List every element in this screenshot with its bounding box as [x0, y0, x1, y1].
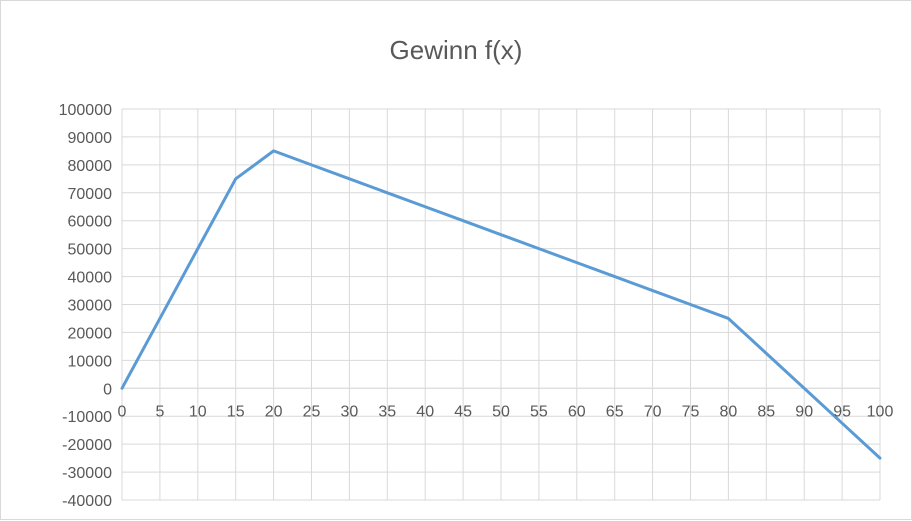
y-tick-label: 90000: [68, 130, 113, 147]
x-tick-label: 95: [833, 403, 851, 420]
y-tick-label: 30000: [68, 298, 113, 315]
y-tick-label: 80000: [68, 158, 113, 175]
y-tick-label: -20000: [62, 437, 112, 454]
chart-title: Gewinn f(x): [389, 35, 523, 65]
series-layer: [120, 149, 882, 460]
x-tick-label: 55: [530, 403, 548, 420]
x-tick-label: 75: [682, 403, 700, 420]
y-tick-label: -40000: [62, 493, 112, 510]
x-tick-label: 20: [265, 403, 283, 420]
x-tick-label: 0: [118, 403, 127, 420]
x-tick-label: 15: [227, 403, 245, 420]
y-tick-label: -10000: [62, 409, 112, 426]
grid: [121, 108, 881, 501]
x-tick-label: 100: [867, 403, 894, 420]
y-tick-label: -30000: [62, 465, 112, 482]
y-tick-label: 0: [103, 381, 112, 398]
x-tick-label: 45: [454, 403, 472, 420]
y-tick-label: 50000: [68, 242, 113, 259]
series-line: [120, 149, 882, 460]
x-tick-label: 10: [189, 403, 207, 420]
y-tick-label: 70000: [68, 186, 113, 203]
x-tick-label: 90: [795, 403, 813, 420]
x-tick-label: 65: [606, 403, 624, 420]
x-tick-label: 35: [378, 403, 396, 420]
x-tick-label: 85: [757, 403, 775, 420]
x-tick-label: 40: [416, 403, 434, 420]
tick-labels: 1000009000080000700006000050000400003000…: [59, 102, 894, 510]
x-tick-label: 5: [155, 403, 164, 420]
y-tick-label: 20000: [68, 325, 113, 342]
x-tick-label: 50: [492, 403, 510, 420]
x-tick-label: 60: [568, 403, 586, 420]
y-tick-label: 10000: [68, 353, 113, 370]
x-tick-label: 70: [644, 403, 662, 420]
y-tick-label: 40000: [68, 270, 113, 287]
x-tick-label: 25: [303, 403, 321, 420]
y-tick-label: 100000: [59, 102, 112, 119]
y-tick-label: 60000: [68, 214, 113, 231]
x-tick-label: 30: [341, 403, 359, 420]
x-tick-label: 80: [720, 403, 738, 420]
